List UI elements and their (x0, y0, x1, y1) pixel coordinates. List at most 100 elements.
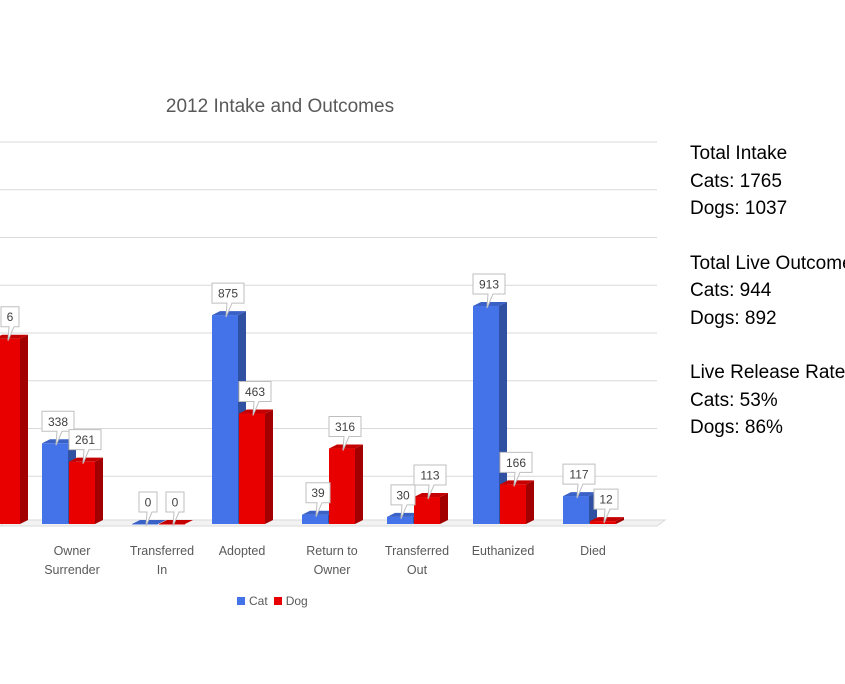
bar-dog-4 (329, 444, 363, 524)
bar-dog-2 (159, 520, 193, 525)
bar-cat-1-top (42, 439, 76, 444)
bar-cat-2-front (132, 524, 158, 525)
category-label-5: Out (407, 563, 428, 577)
bar-dog-6-top (500, 480, 534, 485)
label-cat-7-text: 117 (569, 468, 588, 482)
summary-cats: Cats: 944 (690, 280, 772, 301)
summary-panel: Total Intake Cats: 1765 Dogs: 1037 Total… (690, 140, 845, 469)
bar-dog-5 (414, 493, 448, 524)
bar-dog-2-top (159, 520, 193, 524)
bar-dog-0 (0, 334, 28, 524)
data-labels: 6 338 261 0 0 875 463 39 316 30 113 913 166 117 12 (0, 273, 619, 527)
bar-cat-3-top (212, 311, 246, 316)
label-cat-7: 117 (562, 463, 596, 499)
bar-cat-6-top (473, 302, 507, 307)
label-dog-7-text: 12 (599, 493, 613, 507)
label-cat-4-callout (305, 482, 331, 517)
label-cat-2: 0 (138, 491, 158, 527)
bar-dog-3-front (239, 413, 265, 524)
bar-cat-7 (563, 492, 597, 524)
gridlines (0, 141, 657, 477)
label-cat-4: 39 (305, 482, 331, 517)
label-dog-0-callout (0, 306, 20, 341)
label-cat-3: 875 (211, 282, 245, 318)
label-dog-0: 6 (0, 306, 20, 341)
bar-dog-1-side (95, 457, 103, 524)
category-label-2: Transferred (130, 544, 194, 558)
label-dog-6-text: 166 (506, 456, 526, 470)
label-dog-1-text: 261 (75, 433, 95, 447)
label-dog-3-text: 463 (245, 385, 265, 399)
label-dog-1: 261 (68, 429, 102, 464)
bar-dog-1 (69, 457, 103, 524)
label-dog-4-callout (328, 416, 362, 451)
bar-cat-1-front (42, 443, 68, 524)
summary-live-release-rate: Live Release Rate Cats: 53% Dogs: 86% (690, 359, 845, 442)
label-cat-4-text: 39 (311, 486, 325, 500)
label-cat-5: 30 (390, 484, 416, 520)
bar-dog-3-side (265, 409, 273, 524)
label-cat-3-text: 875 (218, 287, 238, 301)
label-dog-5-callout (413, 464, 447, 500)
bar-dog-6 (500, 480, 534, 524)
summary-dogs: Dogs: 1037 (690, 198, 788, 219)
label-dog-4: 316 (328, 416, 362, 451)
bar-dog-7-side (616, 517, 624, 524)
label-cat-2-callout (138, 491, 158, 527)
label-dog-3-callout (238, 380, 272, 416)
category-label-5: Transferred (385, 544, 449, 558)
summary-dogs: Dogs: 892 (690, 307, 777, 329)
summary-heading: Total Live Outcomes (690, 252, 845, 274)
bar-dog-7 (590, 517, 624, 524)
summary-live-outcomes: Total Live Outcomes Cats: 944 Dogs: 892 (690, 250, 845, 333)
summary-heading: Total Intake (690, 143, 788, 164)
label-dog-2-text: 0 (172, 496, 179, 510)
category-label-1: Surrender (44, 563, 100, 577)
label-cat-6: 913 (472, 273, 506, 309)
bar-cat-2 (132, 520, 166, 525)
summary-total-intake: Total Intake Cats: 1765 Dogs: 1037 (690, 140, 845, 223)
label-dog-6: 166 (499, 451, 533, 487)
bar-dog-1-front (69, 461, 95, 524)
label-cat-3-callout (211, 282, 245, 318)
summary-cats: Cats: 53% (690, 389, 778, 411)
bar-dog-4-top (329, 444, 363, 449)
legend-label-dog: Dog (285, 594, 308, 608)
bar-cat-5-top (387, 512, 421, 517)
label-dog-6-callout (499, 451, 533, 487)
legend-item-cat: Cat (237, 594, 268, 608)
label-cat-1-text: 338 (48, 415, 68, 429)
bar-cat-4-top (302, 510, 336, 515)
bar-cat-7-top (563, 492, 597, 497)
bar-cat-3-front (212, 315, 238, 524)
category-label-4: Return to (306, 544, 357, 558)
bars (0, 302, 624, 525)
legend-swatch-cat (237, 597, 245, 605)
bar-dog-1-top (69, 457, 103, 462)
bar-cat-6-front (473, 306, 499, 524)
summary-cats: Cats: 1765 (690, 170, 782, 192)
label-cat-5-text: 30 (396, 488, 410, 502)
bar-dog-4-side (355, 444, 363, 524)
bar-dog-3 (239, 409, 273, 524)
bar-dog-5-side (440, 493, 448, 524)
category-label-2: In (157, 563, 167, 577)
bar-dog-3-top (239, 409, 273, 414)
bar-dog-0-top (0, 334, 28, 339)
chart-legend: Cat Dog (237, 594, 308, 608)
legend-label-cat: Cat (249, 594, 268, 608)
label-dog-7: 12 (593, 488, 619, 524)
category-label-1: Owner (54, 544, 91, 558)
bar-cat-7-front (563, 496, 589, 524)
category-label-7: Died (580, 544, 606, 558)
label-dog-0-text: 6 (7, 310, 14, 324)
label-dog-4-text: 316 (335, 420, 355, 434)
label-cat-2-text: 0 (145, 496, 152, 510)
summary-heading: Live Release Rate (690, 362, 845, 383)
label-dog-5-text: 113 (420, 469, 439, 483)
bar-cat-4-front (302, 514, 328, 524)
label-cat-6-callout (472, 273, 506, 309)
bar-dog-5-front (414, 497, 440, 524)
category-label-4: Owner (314, 563, 351, 577)
